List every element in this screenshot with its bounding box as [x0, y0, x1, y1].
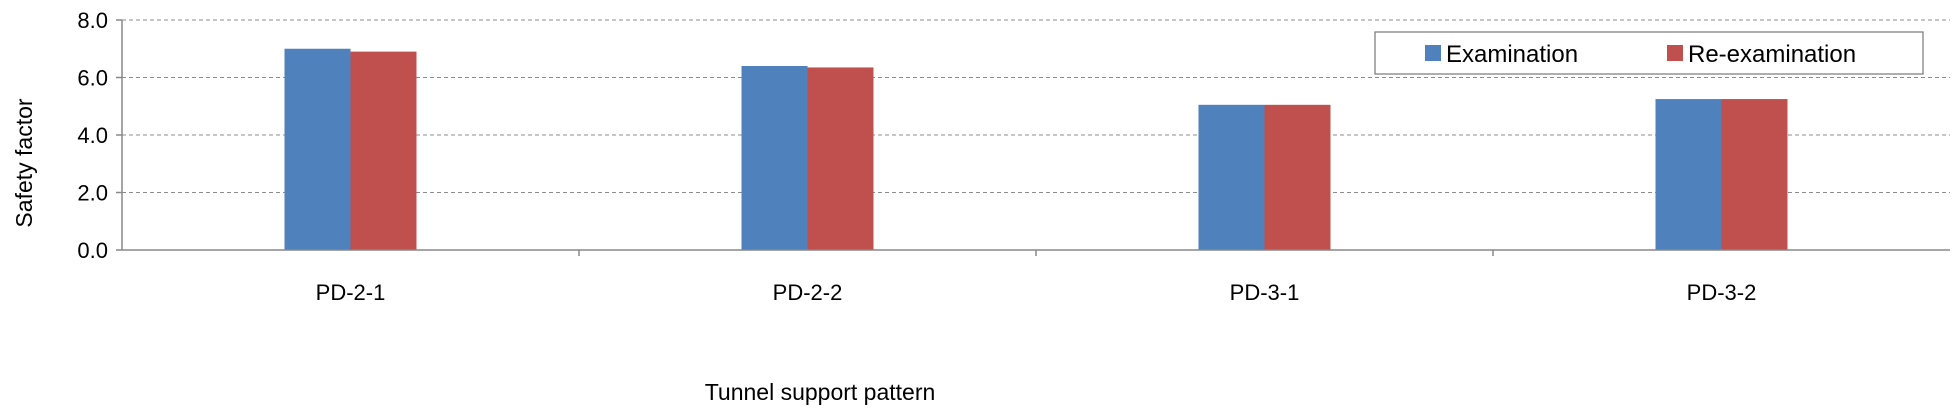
- legend-box: [1374, 31, 1924, 75]
- y-tick-label: 2.0: [77, 181, 108, 206]
- bar-re-examination-pd-3-1: [1264, 104, 1331, 250]
- gridlines: [122, 19, 1950, 193]
- bar-examination-pd-2-1: [284, 48, 351, 250]
- bar-examination-pd-3-2: [1655, 99, 1722, 250]
- bar-examination-pd-2-2: [741, 66, 808, 250]
- y-tick-labels: 0.0 2.0 4.0 6.0 8.0: [77, 8, 122, 263]
- x-tick-label: PD-3-2: [1687, 280, 1757, 305]
- legend-label-re-examination: Re-examination: [1688, 41, 1856, 68]
- x-tick-label: PD-2-1: [316, 280, 386, 305]
- legend-swatch-examination: [1425, 45, 1441, 61]
- x-tick-label: PD-3-1: [1230, 280, 1300, 305]
- y-tick-label: 4.0: [77, 123, 108, 148]
- bar-re-examination-pd-2-1: [350, 51, 417, 250]
- bar-examination-pd-3-1: [1198, 104, 1265, 250]
- legend: Examination Re-examination: [1374, 31, 1924, 75]
- y-tick-label: 8.0: [77, 8, 108, 33]
- legend-label-examination: Examination: [1446, 41, 1578, 68]
- y-tick-label: 6.0: [77, 66, 108, 91]
- y-axis-title: Safety factor: [11, 98, 37, 227]
- legend-swatch-re-examination: [1667, 45, 1683, 61]
- bar-re-examination-pd-2-2: [807, 67, 874, 250]
- bars: [284, 48, 1788, 250]
- x-tick-labels: PD-2-1 PD-2-2 PD-3-1 PD-3-2: [316, 250, 1757, 305]
- x-axis-title: Tunnel support pattern: [705, 379, 936, 405]
- bar-re-examination-pd-3-2: [1721, 99, 1788, 250]
- x-tick-label: PD-2-2: [773, 280, 843, 305]
- y-tick-label: 0.0: [77, 238, 108, 263]
